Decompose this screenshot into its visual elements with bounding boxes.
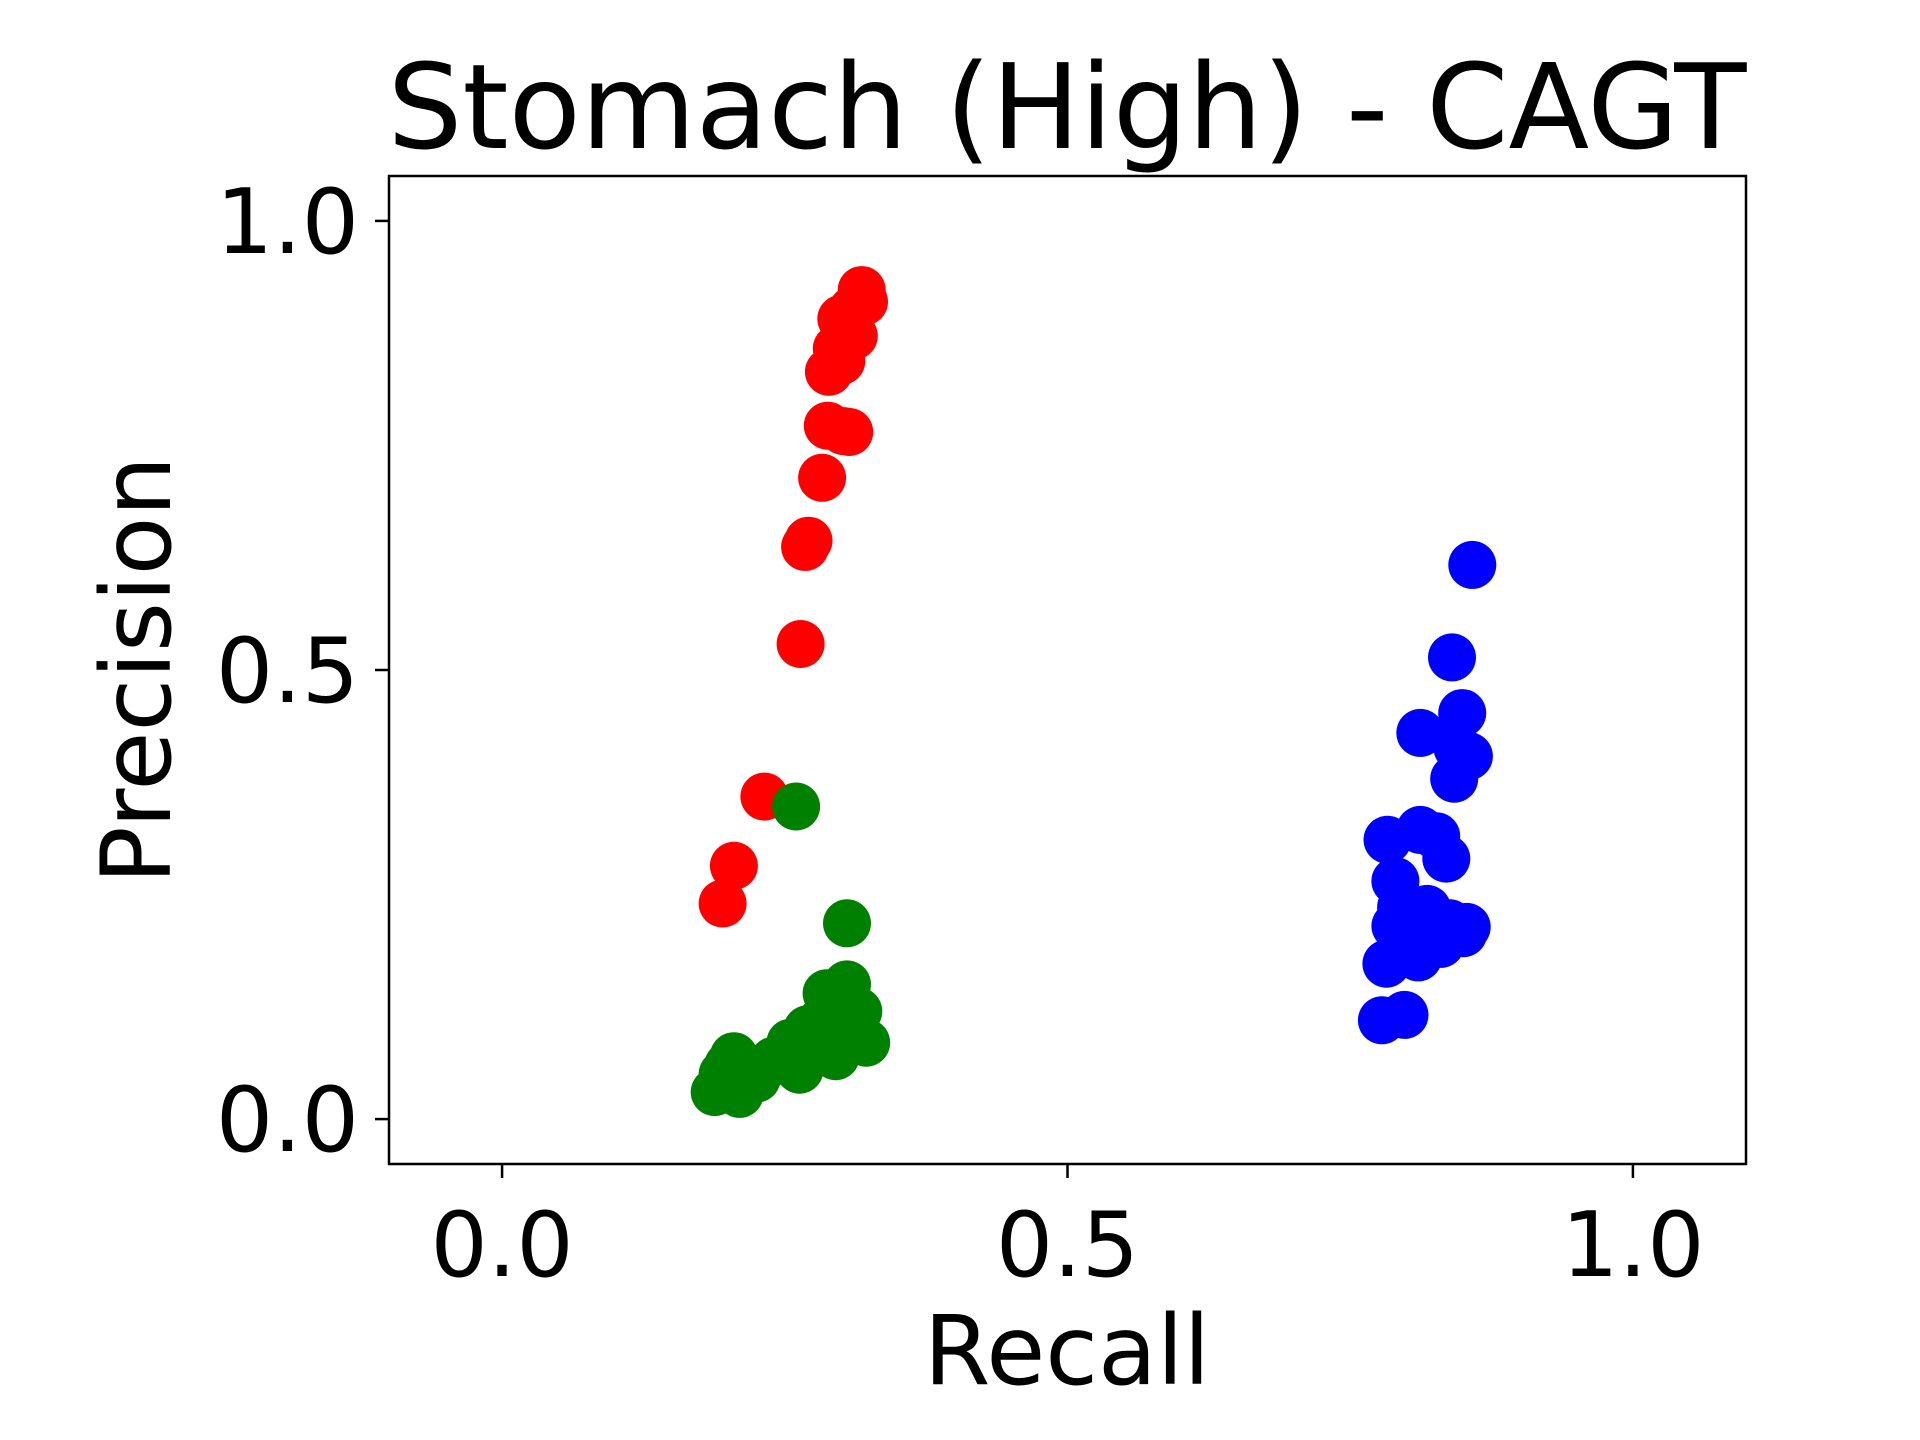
data-point bbox=[798, 453, 847, 502]
data-point bbox=[776, 620, 825, 668]
y-axis-label: Precision bbox=[81, 456, 193, 884]
data-point bbox=[1422, 834, 1471, 883]
x-axis-ticks: 0.0 0.5 1.0 bbox=[431, 1164, 1704, 1298]
data-point bbox=[709, 841, 758, 890]
data-point bbox=[1380, 990, 1429, 1039]
data-point bbox=[1438, 689, 1487, 738]
y-axis-ticks: 0.0 0.5 1.0 bbox=[216, 170, 389, 1173]
data-points bbox=[690, 266, 1497, 1118]
x-tick-label: 1.0 bbox=[1561, 1193, 1704, 1298]
data-point bbox=[823, 899, 871, 948]
data-point bbox=[1448, 540, 1497, 589]
data-point bbox=[1442, 902, 1491, 951]
chart-title: Stomach (High) - CAGT bbox=[387, 38, 1747, 176]
y-tick-label: 0.0 bbox=[216, 1068, 359, 1173]
x-tick-label: 0.0 bbox=[431, 1193, 574, 1298]
data-point bbox=[837, 266, 886, 315]
data-point bbox=[772, 782, 821, 831]
data-point bbox=[825, 408, 874, 456]
data-point bbox=[1444, 732, 1493, 781]
y-tick-label: 0.5 bbox=[216, 619, 359, 724]
data-point bbox=[842, 1018, 891, 1067]
plot-frame bbox=[387, 174, 1748, 1166]
data-point bbox=[698, 879, 747, 928]
data-point bbox=[784, 516, 833, 565]
data-point bbox=[1396, 708, 1445, 757]
data-point bbox=[1428, 633, 1476, 682]
x-tick-label: 0.5 bbox=[996, 1193, 1139, 1298]
y-tick-label: 1.0 bbox=[216, 170, 359, 275]
data-point bbox=[802, 969, 851, 1018]
x-axis-label: Recall bbox=[924, 1295, 1210, 1407]
